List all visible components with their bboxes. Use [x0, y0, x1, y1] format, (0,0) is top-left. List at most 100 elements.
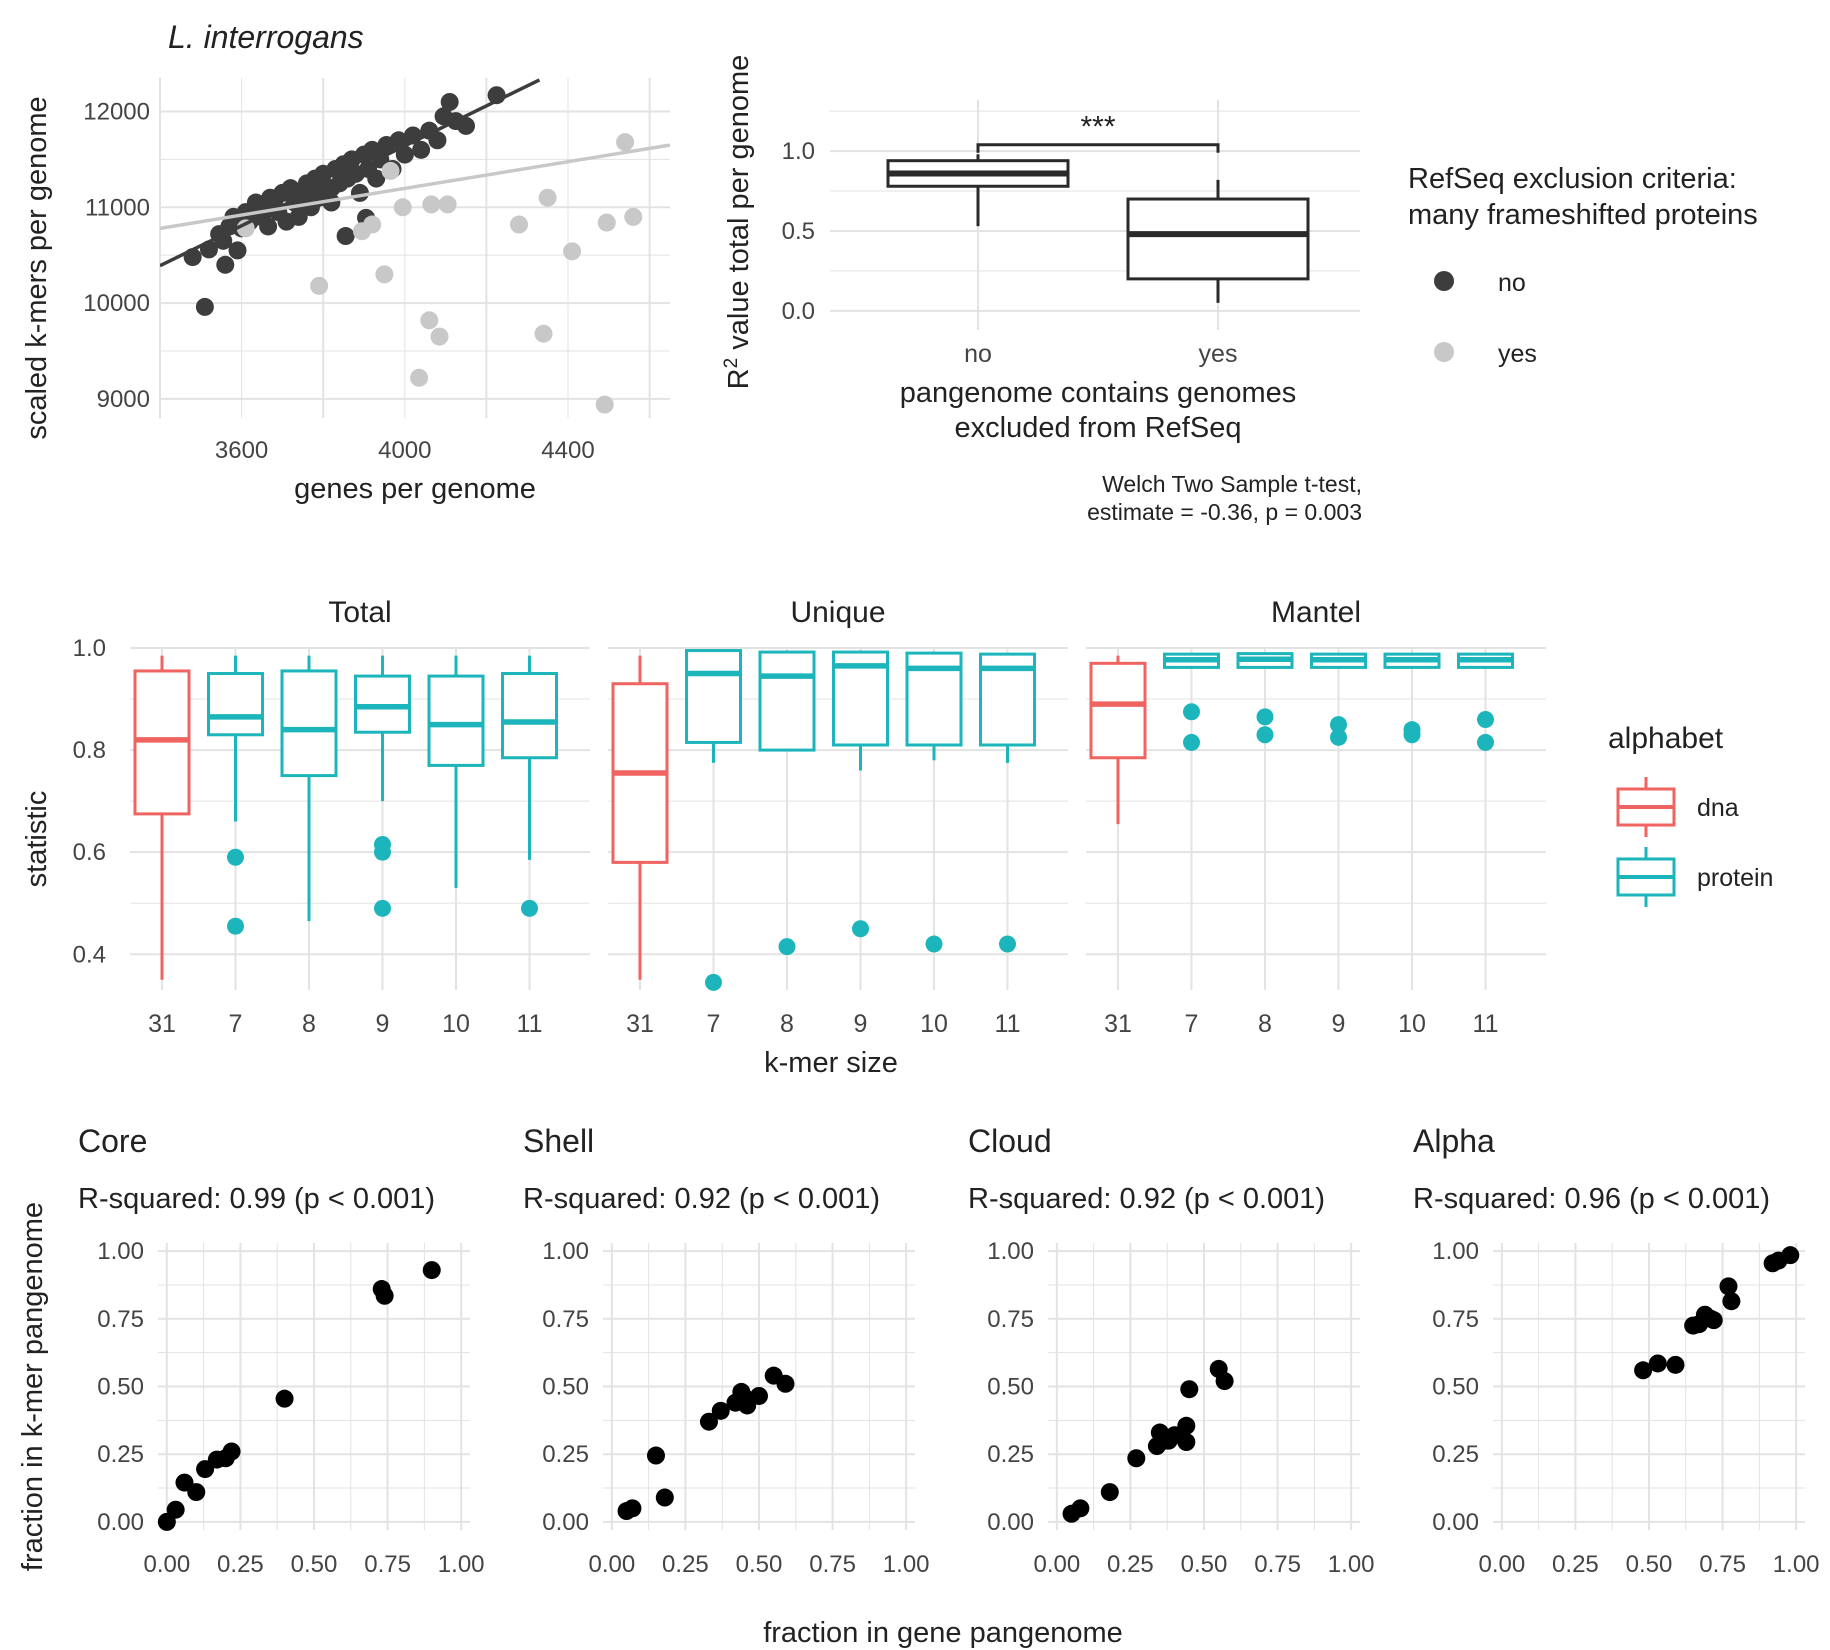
y-tick-label: 10000	[83, 290, 150, 317]
x-axis-title: pangenome contains genomes	[900, 377, 1297, 409]
y-tick-label: 1.00	[987, 1238, 1034, 1265]
panel-a-kmer-scatter: 3600 4000 4400 9000 10000 11000 12000 genes per…	[21, 19, 670, 505]
x-tick-label: yes	[1199, 340, 1238, 368]
x-tick-label: 0.75	[1254, 1551, 1301, 1578]
facet-alpha: 0.00 0.00 0.25 0.25 0.50 0.50 0.75 0.75 1.00 1.00…	[1413, 1123, 1820, 1578]
outlier-point	[227, 917, 244, 935]
x-axis-title: fraction in gene pangenome	[763, 1617, 1123, 1649]
box-dna	[1089, 661, 1147, 760]
x-tick-label: 7	[229, 1010, 243, 1038]
point-no	[395, 145, 414, 164]
panel-c-statistic-boxplots: 31 7 8 9 10 11 Total 31 7 8 9 10 11 Unique 31 7 8 9 10 11 Ma…	[21, 596, 1546, 1079]
panel-d-fraction-scatters: 0.00 0.00 0.25 0.25 0.50 0.50 0.75 0.75 1.00 1.00…	[17, 1123, 1820, 1649]
y-tick-label: 1.0	[782, 138, 815, 165]
y-axis-title: fraction in k-mer pangenome	[17, 1202, 49, 1571]
outlier-point	[1183, 733, 1200, 751]
point	[1634, 1361, 1653, 1380]
point-no	[367, 169, 386, 188]
box-yes	[1126, 197, 1310, 281]
y-tick-label: 12000	[83, 99, 150, 126]
legend-title-line-2: many frameshifted proteins	[1408, 199, 1758, 231]
point-yes	[363, 215, 382, 234]
y-tick-label: 1.00	[542, 1238, 589, 1265]
box-protein	[427, 674, 485, 767]
x-tick-label: 0.25	[662, 1551, 709, 1578]
outlier-point	[1330, 728, 1347, 746]
point	[375, 1286, 394, 1305]
outlier-point	[1256, 708, 1274, 726]
point-yes	[310, 276, 329, 295]
point-no	[216, 255, 235, 274]
outlier-point	[925, 935, 943, 953]
point-yes	[510, 215, 529, 234]
y-tick-label: 0.25	[97, 1441, 144, 1468]
point	[1648, 1354, 1667, 1373]
scatter-points	[160, 78, 670, 414]
point	[1177, 1433, 1196, 1452]
test-label-1: Welch Two Sample t-test,	[1102, 471, 1362, 497]
y-tick-label: 0.00	[1432, 1509, 1479, 1536]
y-tick-label: 0.75	[97, 1306, 144, 1333]
y-tick-label: 0.75	[542, 1306, 589, 1333]
x-tick-label: 0.75	[1699, 1551, 1746, 1578]
point-yes	[624, 207, 643, 226]
x-tick-label: 0.50	[291, 1551, 338, 1578]
point-yes	[597, 213, 616, 232]
y-axis-title: statistic	[21, 791, 53, 888]
x-axis-title: genes per genome	[294, 473, 536, 505]
point-yes	[375, 265, 394, 284]
facet-title: Shell	[523, 1123, 594, 1159]
facet-shell: 0.00 0.00 0.25 0.25 0.50 0.50 0.75 0.75 1.00 1.00…	[523, 1123, 930, 1578]
point	[222, 1442, 241, 1461]
point	[1215, 1372, 1234, 1391]
outlier-point	[852, 920, 869, 938]
x-tick-label: 8	[1258, 1010, 1272, 1038]
point-yes	[410, 368, 429, 387]
point-yes	[438, 195, 457, 214]
x-tick-label: 8	[302, 1010, 316, 1038]
x-tick-label: 0.25	[217, 1551, 264, 1578]
outlier-point	[1330, 716, 1347, 734]
point	[1781, 1246, 1800, 1265]
box-protein	[501, 672, 558, 760]
outlier-point	[999, 935, 1016, 953]
x-tick-label: 31	[1104, 1010, 1132, 1038]
y-tick-label: 0.00	[97, 1509, 144, 1536]
point	[1127, 1449, 1146, 1468]
point-yes	[381, 161, 400, 180]
point	[1722, 1292, 1741, 1311]
y-tick-label: 0.0	[782, 298, 815, 325]
box-protein	[207, 672, 264, 737]
y-tick-label: 1.0	[73, 635, 106, 662]
y-tick-label: 0.50	[987, 1374, 1034, 1401]
point-no	[289, 207, 308, 226]
x-tick-label: 0.00	[143, 1551, 190, 1578]
point	[1180, 1380, 1199, 1399]
x-tick-label: 10	[1398, 1010, 1426, 1038]
outlier-point	[705, 973, 722, 991]
panel-title: L. interrogans	[168, 19, 364, 55]
x-tick-label: 0.00	[1478, 1551, 1525, 1578]
facet-title: Total	[328, 596, 391, 629]
x-tick-label: 0.75	[364, 1551, 411, 1578]
point-no	[440, 92, 459, 111]
y-tick-label: 9000	[97, 386, 150, 413]
facet-title: Unique	[790, 596, 885, 629]
y-tick-label: 0.00	[987, 1509, 1034, 1536]
facet-total: 31 7 8 9 10 11 Total	[130, 596, 590, 1038]
y-tick-label: 11000	[85, 194, 150, 221]
legend-label-no: no	[1498, 269, 1526, 297]
point-yes	[563, 242, 582, 261]
y-tick-label: 0.25	[1432, 1441, 1479, 1468]
y-axis-title: R2 value total per genome	[721, 55, 755, 390]
legend-label-protein: protein	[1697, 864, 1773, 892]
significance-bracket	[976, 143, 1220, 153]
point-yes	[236, 219, 255, 238]
point	[646, 1446, 665, 1465]
y-tick-label: 0.4	[73, 941, 106, 968]
legend-title-line-1: RefSeq exclusion criteria:	[1408, 163, 1737, 195]
y-tick-label: 1.00	[1432, 1238, 1479, 1265]
outlier-point	[227, 848, 244, 866]
test-label-2: estimate = -0.36, p = 0.003	[1087, 499, 1362, 525]
